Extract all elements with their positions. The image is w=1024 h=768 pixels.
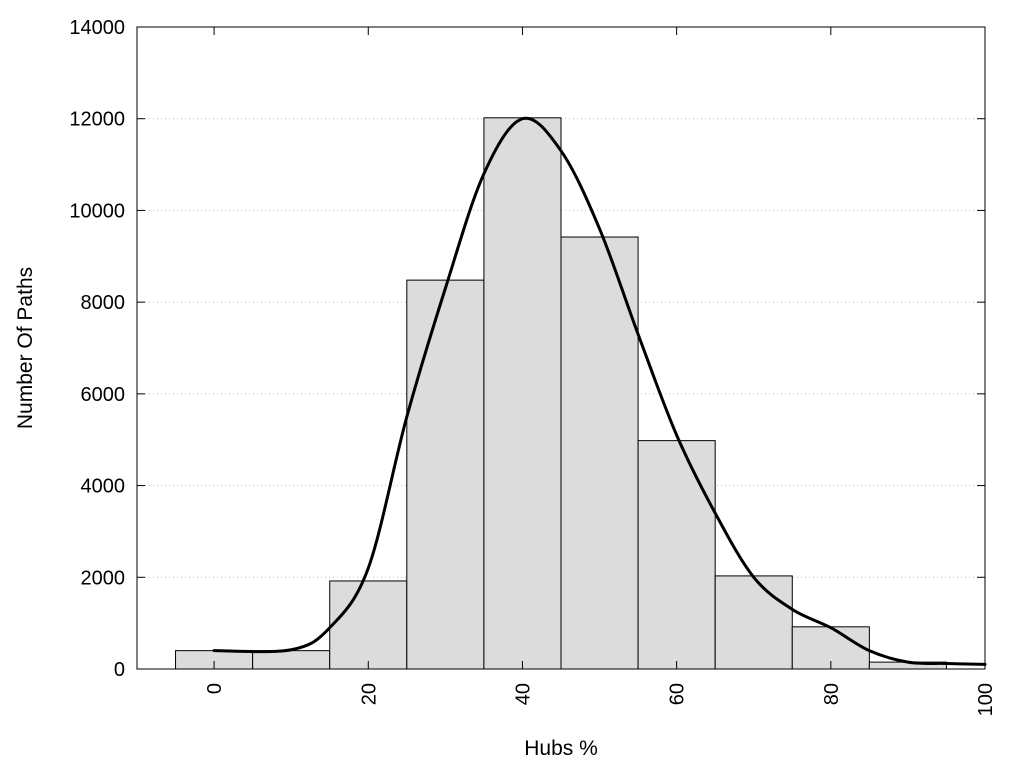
y-tick-label: 14000 [69, 17, 125, 39]
y-tick-label: 0 [114, 659, 125, 681]
histogram-bar [252, 650, 331, 670]
x-tick-label: 0 [204, 683, 226, 694]
x-axis: 0 20 40 60 80 100 [204, 27, 997, 716]
y-axis-title: Number Of Paths [14, 267, 37, 429]
y-axis: 0 2000 4000 6000 8000 10000 12000 14000 [69, 17, 985, 681]
y-tick-label: 10000 [69, 200, 125, 222]
bars [175, 117, 947, 670]
histogram-bar [406, 279, 485, 670]
y-tick-label: 4000 [81, 476, 126, 498]
histogram-bar [483, 117, 562, 670]
density-curve [212, 116, 987, 666]
x-tick-label: 60 [667, 683, 689, 705]
histogram-bar [714, 575, 793, 670]
x-tick-label: 20 [358, 683, 380, 705]
x-tick-label: 100 [975, 683, 997, 716]
histogram-bar [637, 440, 716, 670]
y-tick-label: 6000 [81, 384, 126, 406]
y-tick-label: 8000 [81, 292, 126, 314]
histogram-bar [560, 236, 639, 670]
plot-frame [136, 26, 986, 670]
x-axis-title: Hubs % [524, 737, 598, 760]
y-tick-label: 12000 [69, 109, 125, 131]
histogram-bar [329, 580, 408, 670]
density-curve-layer [212, 116, 987, 666]
y-tick-label: 2000 [81, 567, 126, 589]
x-tick-label: 40 [512, 683, 534, 705]
x-tick-label: 80 [821, 683, 843, 705]
